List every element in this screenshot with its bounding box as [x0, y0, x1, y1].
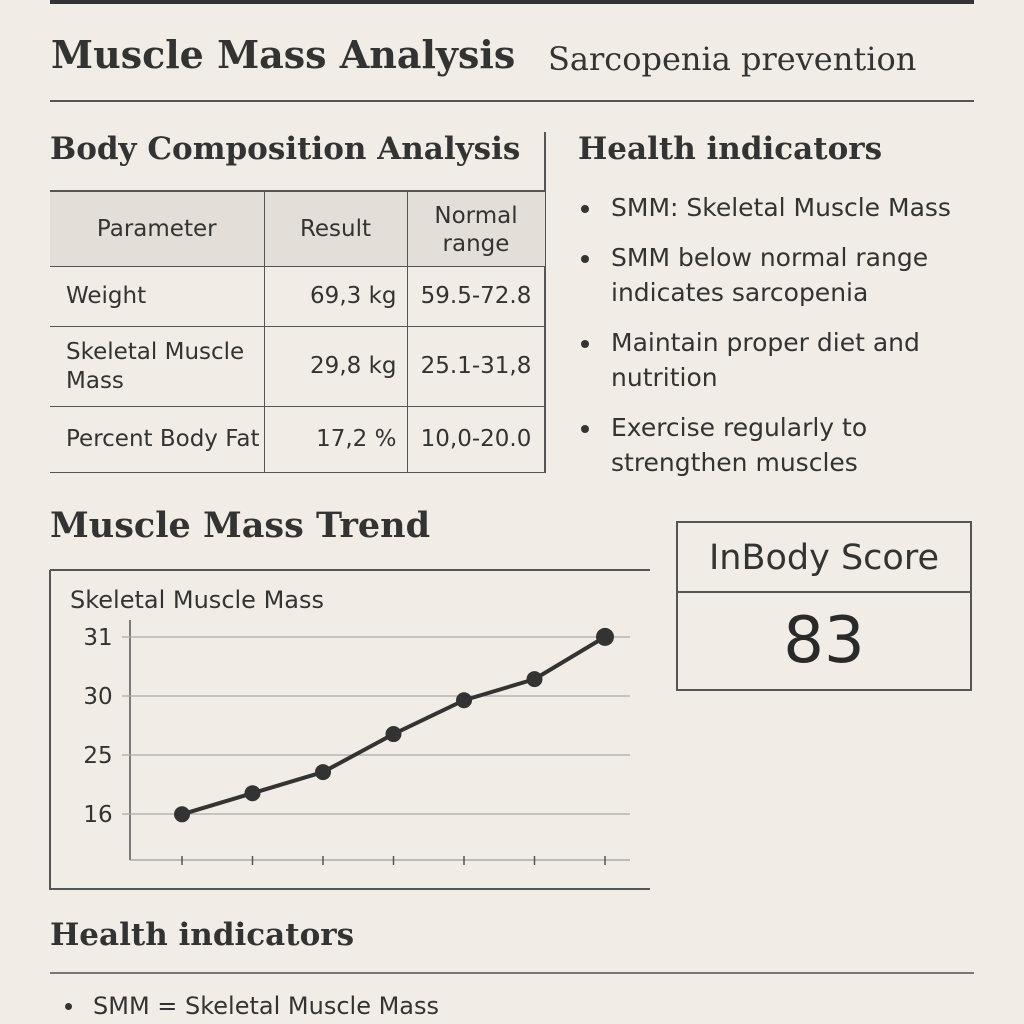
body-composition-heading: Body Composition Analysis — [50, 131, 521, 167]
result-cell: 17,2 % — [263, 406, 408, 473]
column-header-parameter: Parameter — [50, 190, 265, 267]
column-header-result: Result — [263, 190, 408, 267]
list-item: SMM: Skeletal Muscle Mass — [578, 190, 998, 225]
y-axis-label: Skeletal Muscle Mass — [70, 586, 324, 614]
column-header-normal-range: Normal range — [406, 190, 546, 267]
health-indicators-list: SMM: Skeletal Muscle Mass SMM below norm… — [578, 190, 998, 495]
data-point — [315, 764, 331, 781]
list-item: Maintain proper diet and nutrition — [578, 325, 998, 395]
footer-health-indicators-heading: Health indicators — [50, 917, 355, 953]
parameter-cell: Percent Body Fat — [50, 406, 264, 473]
header-divider — [50, 100, 974, 102]
y-tick-label: 31 — [83, 625, 112, 651]
data-point — [385, 726, 402, 743]
top-rule — [50, 0, 974, 4]
y-tick-label: 30 — [83, 684, 112, 710]
list-item: SMM = Skeletal Muscle Mass — [50, 988, 439, 1024]
table-header-row: Parameter Result Normal range — [50, 190, 546, 267]
result-cell: 69,3 kg — [263, 266, 408, 327]
data-point — [174, 806, 190, 823]
table-row: Weight 69,3 kg 59.5-72.8 — [50, 266, 546, 327]
data-point — [596, 627, 614, 646]
table-row: Percent Body Fat 17,2 % 10,0-20.0 — [50, 406, 546, 473]
range-cell: 10,0-20.0 — [406, 406, 546, 473]
muscle-mass-chart: Skeletal Muscle Mass 31 30 25 16 — [49, 569, 650, 890]
score-label: InBody Score — [678, 523, 970, 593]
parameter-cell: Weight — [50, 266, 265, 327]
data-point — [456, 692, 472, 709]
section-divider — [544, 132, 546, 472]
footer-list: SMM = Skeletal Muscle Mass — [50, 988, 439, 1024]
trend-heading: Muscle Mass Trend — [50, 505, 431, 546]
range-cell: 25.1-31,8 — [406, 326, 546, 407]
list-item: SMM below normal range indicates sarcope… — [578, 240, 998, 310]
inbody-score-box: InBody Score 83 — [676, 521, 972, 691]
y-tick-label: 16 — [83, 802, 112, 828]
footer-divider — [50, 972, 974, 974]
y-tick-label: 25 — [83, 743, 112, 769]
parameter-cell: Skeletal Muscle Mass — [50, 326, 265, 407]
health-indicators-heading: Health indicators — [578, 131, 883, 167]
series-line — [181, 635, 607, 817]
list-item: Exercise regularly to strengthen muscles — [578, 410, 998, 480]
data-point — [244, 785, 261, 802]
page-title: Muscle Mass Analysis — [51, 32, 516, 77]
table-row: Skeletal Muscle Mass 29,8 kg 25.1-31,8 — [50, 326, 546, 407]
page-subtitle: Sarcopenia prevention — [548, 40, 917, 78]
range-cell: 59.5-72.8 — [406, 266, 546, 327]
score-value: 83 — [783, 604, 865, 678]
result-cell: 29,8 kg — [263, 326, 408, 407]
chart-svg: Skeletal Muscle Mass 31 30 25 16 — [49, 569, 650, 890]
data-point — [526, 671, 543, 688]
body-composition-table: Parameter Result Normal range Weight 69,… — [50, 190, 546, 473]
